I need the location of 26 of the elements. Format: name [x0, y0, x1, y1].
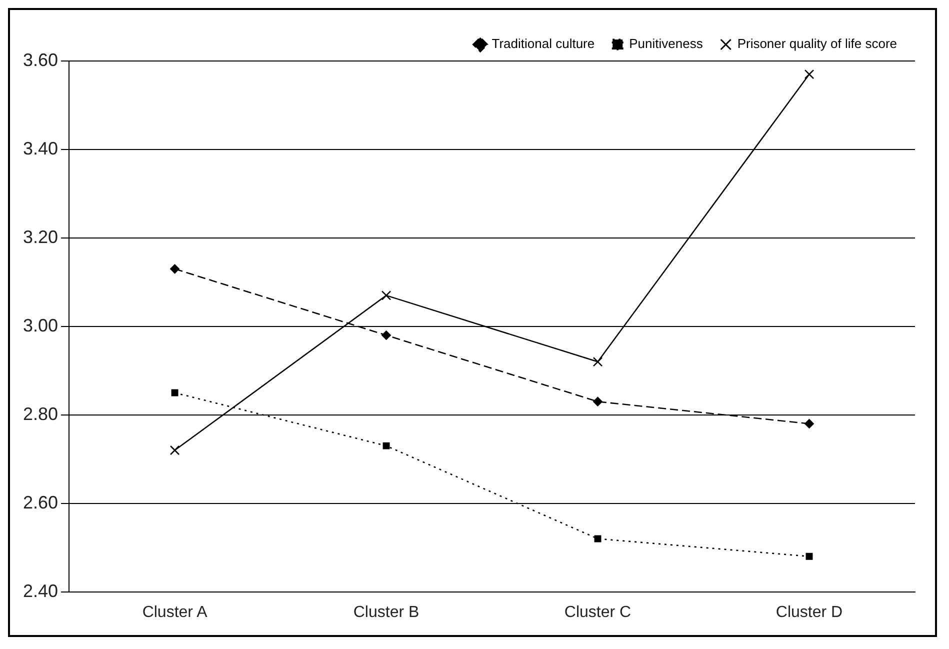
point — [381, 290, 392, 300]
point — [592, 356, 603, 367]
x-tick-label: Cluster B — [353, 604, 420, 621]
point — [594, 535, 602, 542]
point — [170, 445, 180, 456]
y-tick-label: 3.40 — [22, 138, 58, 158]
y-tick-label: 2.80 — [22, 404, 58, 424]
legend-label: Punitiveness — [629, 36, 704, 52]
y-tick-label: 2.40 — [22, 580, 58, 601]
y-tick-label: 3.20 — [22, 226, 58, 247]
x-tick-label: Cluster D — [776, 604, 843, 621]
y-tick-label: 3.00 — [22, 315, 58, 336]
x-tick-label: Cluster C — [564, 604, 632, 621]
point — [806, 552, 813, 560]
y-tick-label: 2.60 — [22, 492, 58, 512]
point — [171, 389, 178, 396]
point — [170, 264, 180, 274]
point — [804, 419, 814, 428]
legend-label: Prisoner quality of life score — [737, 36, 898, 52]
point — [593, 396, 602, 406]
x-tick-label: Cluster A — [142, 604, 208, 621]
y-tick-label: 3.60 — [22, 50, 58, 70]
point — [382, 442, 390, 450]
point — [382, 330, 391, 340]
legend-label: Traditional culture — [492, 36, 595, 52]
point — [804, 69, 814, 80]
